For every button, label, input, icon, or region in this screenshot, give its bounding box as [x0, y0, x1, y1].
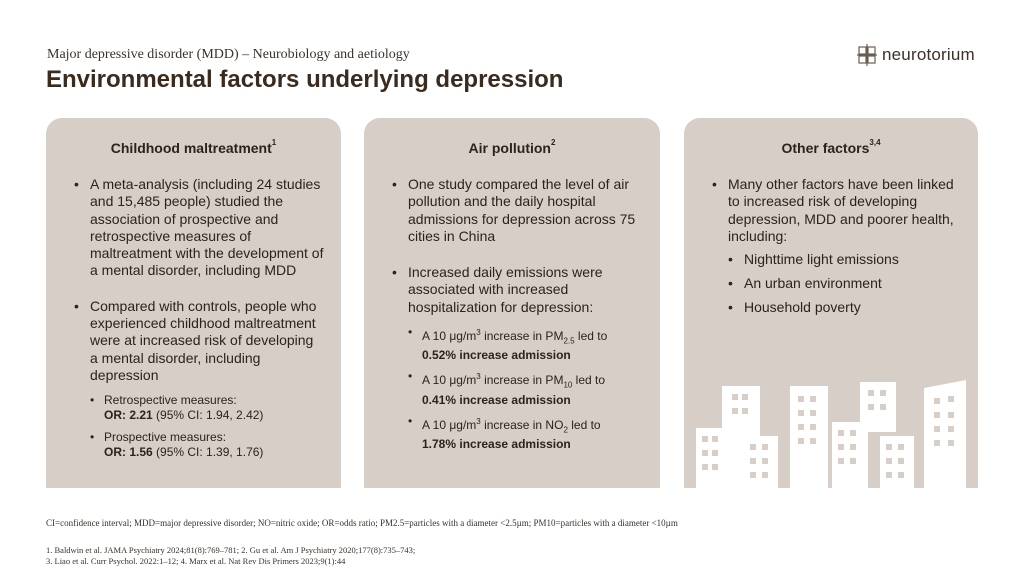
bullet-list: A meta-analysis (including 24 studies an… — [74, 176, 324, 460]
list-item: Increased daily emissions were associate… — [392, 264, 642, 452]
list-item: One study compared the level of air poll… — [392, 176, 642, 245]
card-childhood-maltreatment: Childhood maltreatment1 A meta-analysis … — [46, 118, 341, 488]
sub-bullet-list: Nighttime light emissions An urban envir… — [728, 251, 962, 316]
logo: neurotorium — [857, 44, 975, 66]
card-other-factors: Other factors3,4 Many other factors have… — [684, 118, 978, 488]
abbreviations: CI=confidence interval; MDD=major depres… — [46, 518, 678, 528]
page-title: Environmental factors underlying depress… — [46, 66, 564, 93]
list-item: Many other factors have been linked to i… — [712, 176, 962, 316]
list-item: Retrospective measures: OR: 2.21 (95% CI… — [90, 393, 324, 423]
card-title: Air pollution2 — [468, 138, 556, 156]
references: 1. Baldwin et al. JAMA Psychiatry 2024;8… — [46, 545, 415, 567]
list-item: A meta-analysis (including 24 studies an… — [74, 176, 324, 280]
card-title: Other factors3,4 — [781, 138, 881, 156]
list-item: A 10 μg/m3 increase in PM2.5 led to 0.52… — [408, 325, 642, 363]
sub-bullet-list: A 10 μg/m3 increase in PM2.5 led to 0.52… — [408, 325, 642, 452]
list-item: A 10 μg/m3 increase in PM10 led to 0.41%… — [408, 369, 642, 407]
list-item: A 10 μg/m3 increase in NO2 led to 1.78% … — [408, 414, 642, 452]
city-buildings-icon — [696, 380, 966, 488]
sub-bullet-list: Retrospective measures: OR: 2.21 (95% CI… — [90, 393, 324, 460]
neurotorium-logo-icon — [857, 44, 877, 66]
reference-line: 1. Baldwin et al. JAMA Psychiatry 2024;8… — [46, 545, 416, 555]
bullet-list: Many other factors have been linked to i… — [712, 176, 962, 316]
bullet-list: One study compared the level of air poll… — [392, 176, 642, 452]
reference-line: 3. Liao et al. Curr Psychol. 2022:1–12; … — [46, 556, 346, 566]
list-item: An urban environment — [728, 275, 962, 292]
logo-text: neurotorium — [882, 45, 975, 64]
card-title: Childhood maltreatment1 — [110, 138, 277, 156]
section-subtitle: Major depressive disorder (MDD) – Neurob… — [47, 47, 410, 62]
list-item: Prospective measures: OR: 1.56 (95% CI: … — [90, 430, 324, 460]
card-air-pollution: Air pollution2 One study compared the le… — [364, 118, 660, 488]
list-item: Household poverty — [728, 299, 962, 316]
list-item: Compared with controls, people who exper… — [74, 298, 324, 460]
list-item: Nighttime light emissions — [728, 251, 962, 268]
